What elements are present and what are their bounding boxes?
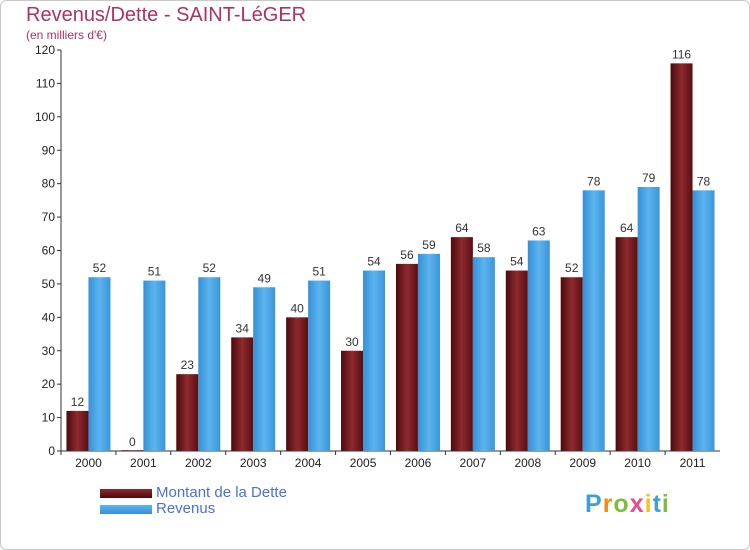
bar-debt bbox=[341, 350, 364, 451]
data-label: 64 bbox=[455, 221, 469, 235]
logo-letter: o bbox=[613, 490, 630, 518]
bar-revenue bbox=[253, 287, 276, 451]
data-label: 78 bbox=[587, 174, 601, 188]
bar-debt bbox=[176, 374, 199, 451]
y-tick-label: 10 bbox=[42, 411, 56, 425]
bars bbox=[66, 63, 715, 451]
bar-revenue bbox=[143, 280, 166, 451]
bar-debt bbox=[450, 237, 473, 451]
x-tick-label: 2003 bbox=[240, 456, 267, 470]
data-label: 23 bbox=[181, 358, 195, 372]
bar-revenue bbox=[88, 277, 111, 451]
chart-title: Revenus/Dette - SAINT-LéGER bbox=[26, 4, 307, 26]
data-label: 79 bbox=[642, 171, 656, 185]
data-label: 54 bbox=[510, 255, 524, 269]
x-tick-label: 2010 bbox=[624, 456, 651, 470]
x-tick-label: 2002 bbox=[185, 456, 212, 470]
y-tick-label: 30 bbox=[42, 344, 56, 358]
data-label: 34 bbox=[236, 321, 250, 335]
logo-letter: x bbox=[629, 490, 645, 518]
data-label: 52 bbox=[203, 261, 217, 275]
y-tick-label: 0 bbox=[48, 444, 55, 458]
data-label: 51 bbox=[312, 265, 326, 279]
data-label: 58 bbox=[477, 241, 491, 255]
bar-debt bbox=[505, 270, 528, 451]
data-label: 78 bbox=[697, 174, 711, 188]
y-tick-label: 100 bbox=[35, 110, 55, 124]
bar-debt bbox=[286, 317, 309, 451]
y-tick-label: 80 bbox=[42, 177, 56, 191]
logo-letter: i bbox=[661, 490, 670, 518]
bar-revenue bbox=[198, 277, 221, 451]
data-label: 52 bbox=[93, 261, 107, 275]
data-label: 0 bbox=[129, 435, 136, 449]
bar-debt bbox=[121, 450, 144, 451]
logo-letter: i bbox=[644, 490, 653, 518]
data-label: 64 bbox=[620, 221, 634, 235]
chart-subtitle: (en milliers d'€) bbox=[26, 28, 107, 42]
data-label: 49 bbox=[258, 271, 272, 285]
bar-debt bbox=[395, 263, 418, 451]
logo-letter: P bbox=[585, 490, 603, 518]
legend-swatch-revenue bbox=[100, 505, 152, 514]
y-tick-label: 40 bbox=[42, 310, 56, 324]
bar-revenue bbox=[692, 190, 715, 451]
data-labels: 12 0 23 34 40 30 56 64 54 52 64 116 52 51 52 49 51 54 59 58… bbox=[71, 47, 711, 449]
bar-revenue bbox=[582, 190, 605, 451]
y-tick-label: 110 bbox=[36, 76, 55, 90]
data-label: 12 bbox=[71, 395, 85, 409]
logo-letter: r bbox=[602, 490, 614, 518]
x-tick-label: 2009 bbox=[569, 456, 596, 470]
logo-letter: t bbox=[652, 490, 662, 518]
legend-swatch-debt bbox=[100, 489, 152, 498]
bar-revenue bbox=[417, 253, 440, 451]
bar-debt bbox=[66, 410, 89, 451]
bar-debt bbox=[670, 63, 693, 451]
x-tick-label: 2001 bbox=[130, 456, 157, 470]
data-label: 40 bbox=[290, 301, 304, 315]
y-tick-label: 70 bbox=[42, 210, 56, 224]
bar-debt bbox=[615, 237, 638, 451]
bar-debt bbox=[560, 277, 583, 451]
data-label: 59 bbox=[422, 238, 436, 252]
data-label: 63 bbox=[532, 224, 546, 238]
bar-revenue bbox=[527, 240, 550, 451]
legend-label-revenue: Revenus bbox=[156, 500, 216, 517]
y-tick-label: 120 bbox=[35, 43, 55, 57]
bar-revenue bbox=[308, 280, 331, 451]
x-tick-label: 2004 bbox=[295, 456, 322, 470]
x-tick-label: 2000 bbox=[75, 456, 102, 470]
x-tick-label: 2007 bbox=[460, 456, 487, 470]
bar-revenue bbox=[637, 187, 660, 451]
x-tick-label: 2006 bbox=[405, 456, 432, 470]
y-tick-label: 20 bbox=[42, 377, 56, 391]
data-label: 30 bbox=[345, 335, 359, 349]
legend-label-debt: Montant de la Dette bbox=[156, 484, 287, 501]
data-label: 54 bbox=[367, 255, 381, 269]
data-label: 52 bbox=[565, 261, 579, 275]
data-label: 51 bbox=[148, 265, 162, 279]
data-label: 116 bbox=[672, 47, 691, 61]
y-tick-label: 90 bbox=[42, 143, 56, 157]
proxiti-logo: Proxiti bbox=[585, 490, 670, 519]
y-tick-label: 50 bbox=[42, 277, 56, 291]
x-tick-label: 2008 bbox=[514, 456, 541, 470]
y-tick-label: 60 bbox=[42, 244, 56, 258]
bar-revenue bbox=[472, 257, 495, 451]
x-tick-label: 2005 bbox=[350, 456, 377, 470]
bar-debt bbox=[231, 337, 254, 451]
data-label: 56 bbox=[400, 248, 414, 262]
bar-revenue bbox=[363, 270, 386, 451]
x-tick-label: 2011 bbox=[680, 456, 706, 470]
